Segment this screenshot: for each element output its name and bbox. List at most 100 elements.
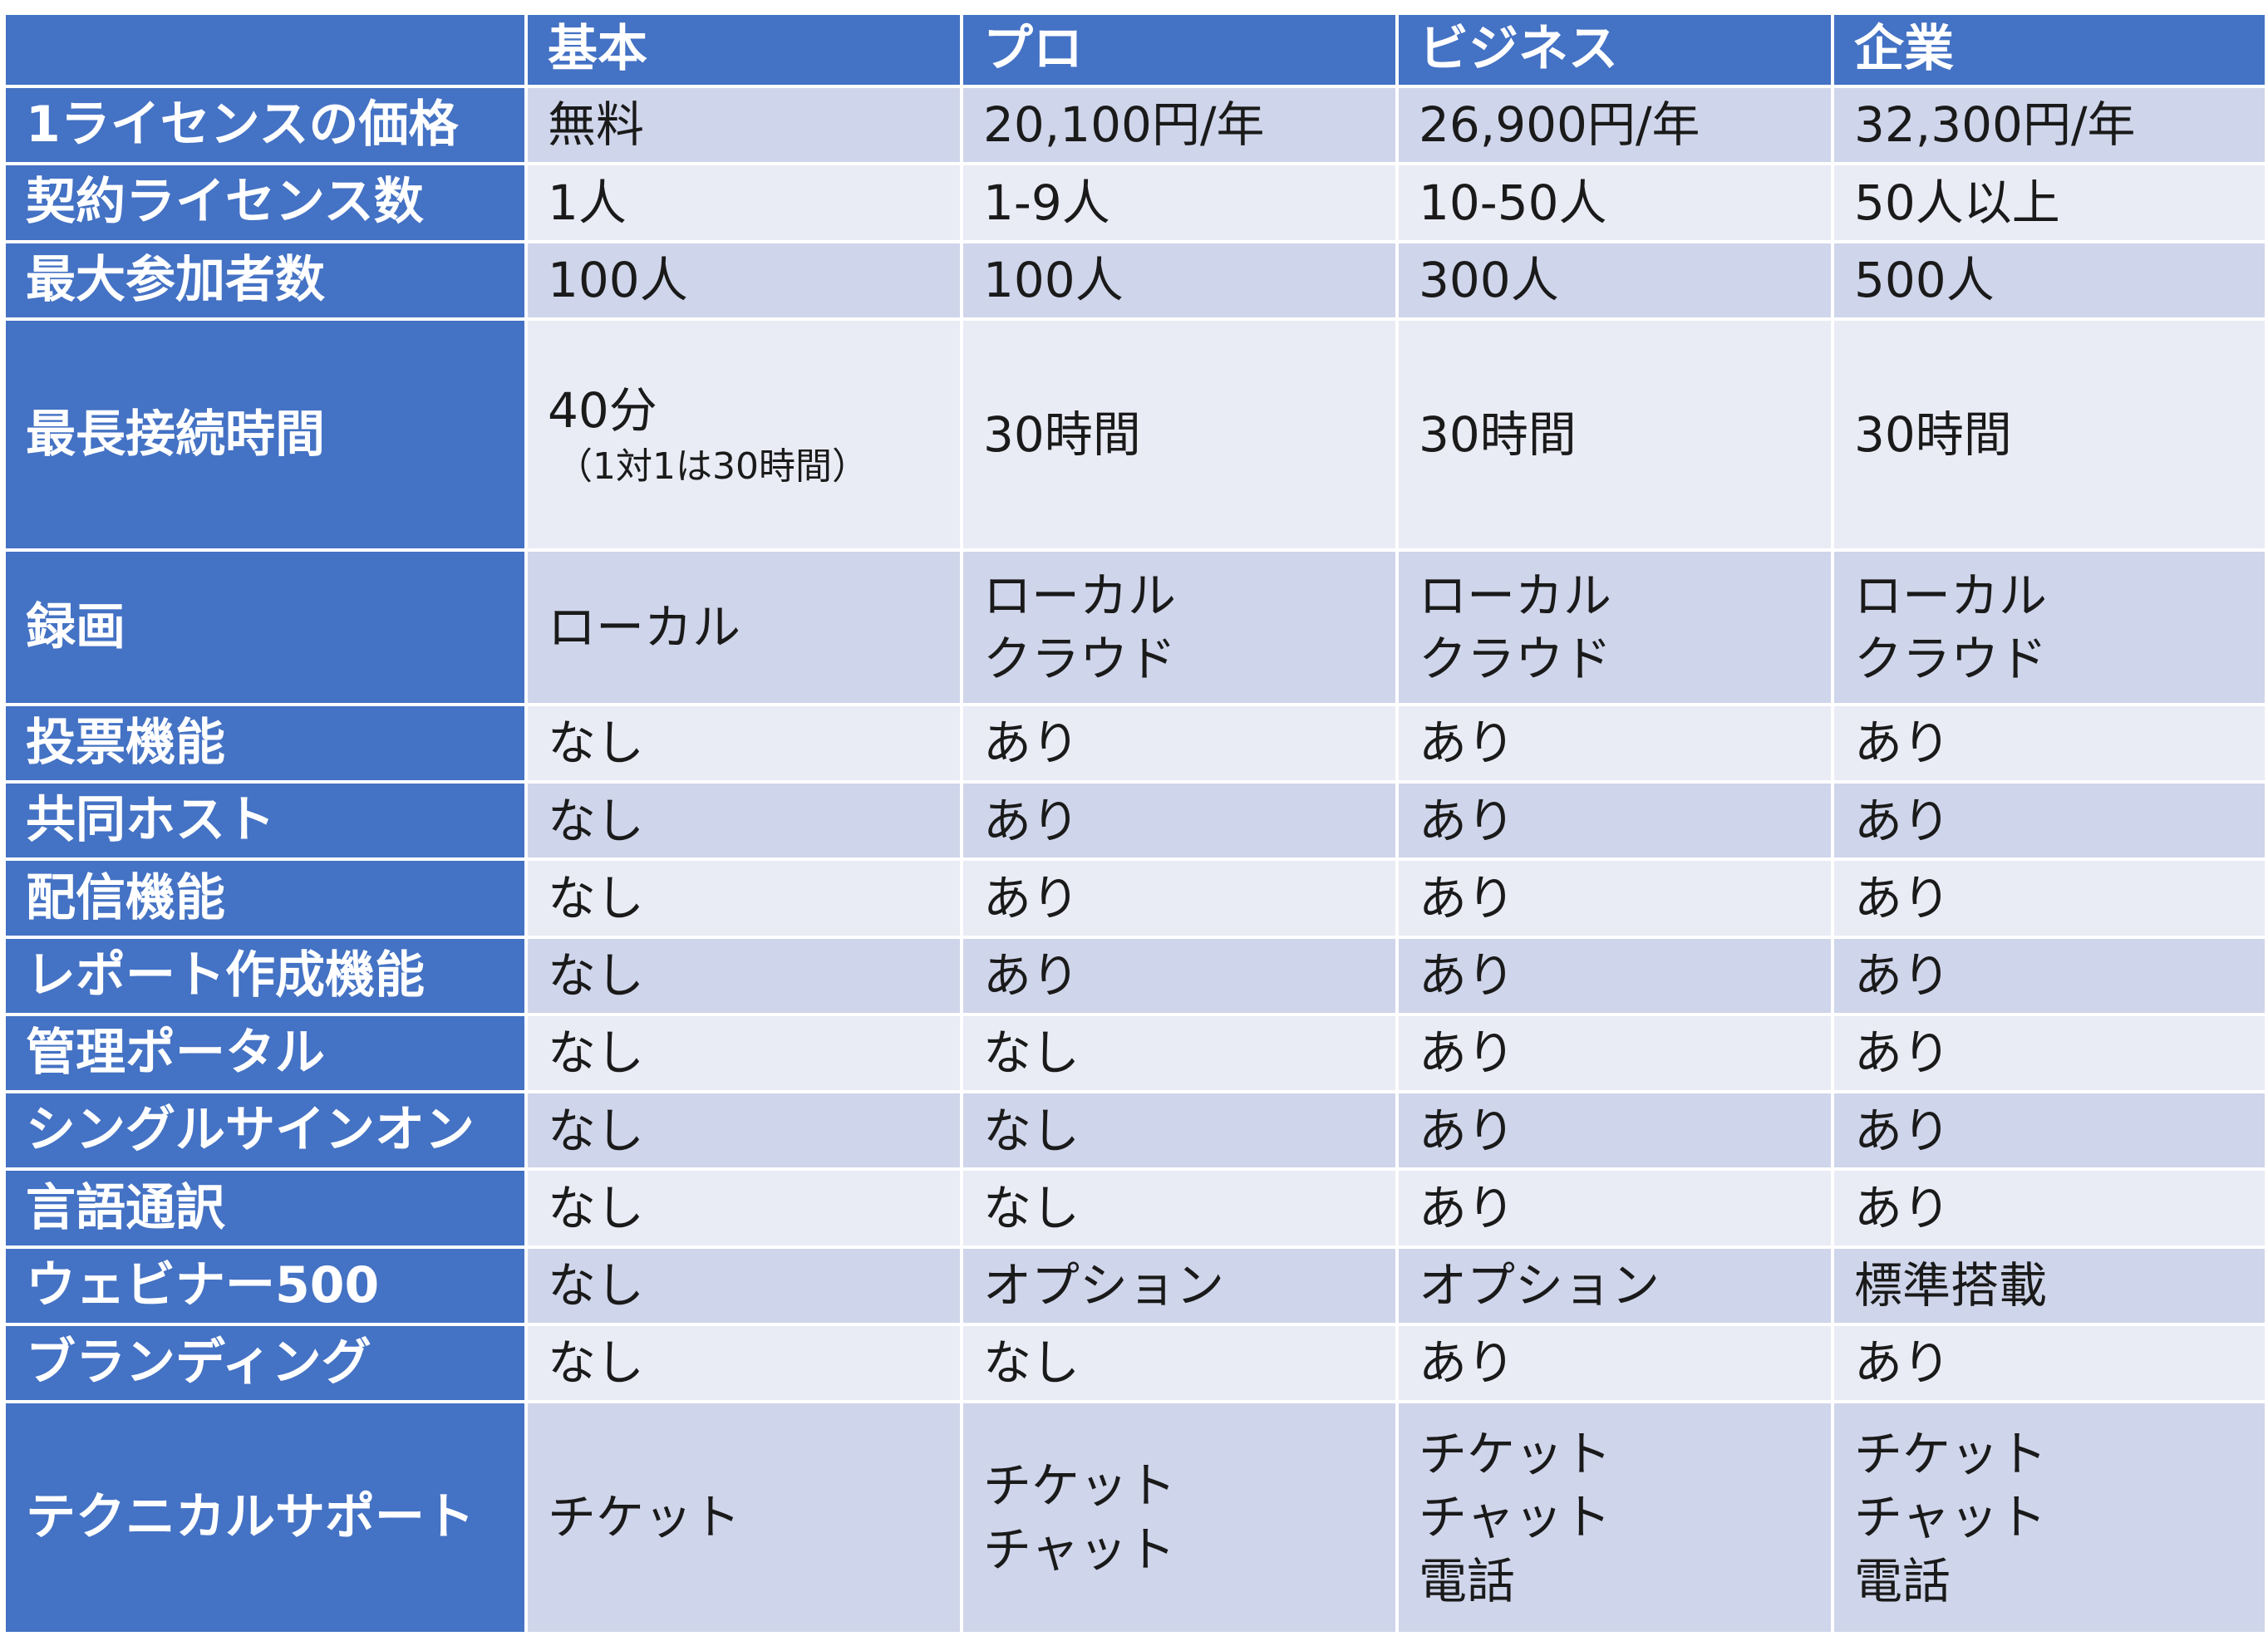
cell-text: チケット bbox=[1419, 1425, 1612, 1482]
cell-text: 40分 bbox=[548, 382, 657, 440]
cell-text: 10-50人 bbox=[1419, 174, 1607, 231]
cell-text: あり bbox=[983, 715, 1080, 772]
table-row: シングルサインオン なし なし あり あり bbox=[2, 1090, 2268, 1172]
row-label: 配信機能 bbox=[2, 857, 528, 939]
cell-basic: なし bbox=[524, 702, 963, 784]
cell-text: 300人 bbox=[1419, 251, 1559, 308]
cell-basic: チケット bbox=[524, 1400, 963, 1635]
cell-business: あり bbox=[1395, 857, 1834, 939]
row-label: 言語通訳 bbox=[2, 1167, 528, 1249]
cell-business: あり bbox=[1395, 1167, 1834, 1249]
cell-text: 100人 bbox=[983, 251, 1124, 308]
table-row: 1ライセンスの価格 無料 20,100円/年 26,900円/年 32,300円/年 bbox=[2, 84, 2268, 166]
cell-pro: チケット チャット bbox=[960, 1400, 1399, 1635]
cell-text: 1-9人 bbox=[983, 174, 1110, 231]
table-row: 最長接続時間 40分 （1対1は30時間） 30時間 30時間 30時間 bbox=[2, 317, 2268, 553]
cell-text: ローカル bbox=[983, 567, 1177, 624]
cell-enterprise: あり bbox=[1831, 780, 2268, 862]
row-label: シングルサインオン bbox=[2, 1090, 528, 1172]
table-row: 契約ライセンス数 1人 1-9人 10-50人 50人以上 bbox=[2, 162, 2268, 243]
row-label: 1ライセンスの価格 bbox=[2, 84, 528, 166]
cell-text: あり bbox=[1854, 1102, 1951, 1159]
row-label: 管理ポータル bbox=[2, 1012, 528, 1094]
cell-enterprise: あり bbox=[1831, 702, 2268, 784]
cell-basic: 40分 （1対1は30時間） bbox=[524, 317, 963, 553]
cell-business: チケット チャット 電話 bbox=[1395, 1400, 1834, 1635]
column-header-business: ビジネス bbox=[1395, 12, 1834, 88]
cell-basic: ローカル bbox=[524, 548, 963, 706]
cell-business: 300人 bbox=[1395, 239, 1834, 321]
cell-text: なし bbox=[983, 1179, 1080, 1236]
cell-basic: なし bbox=[524, 1090, 963, 1172]
cell-text: あり bbox=[1419, 947, 1516, 1005]
cell-text: あり bbox=[1854, 1024, 1951, 1082]
cell-text: あり bbox=[1419, 1179, 1516, 1236]
table-row: 投票機能 なし あり あり あり bbox=[2, 702, 2268, 784]
row-label: ウェビナー500 bbox=[2, 1245, 528, 1326]
cell-text: チケット bbox=[983, 1457, 1177, 1515]
cell-business: ローカル クラウド bbox=[1395, 548, 1834, 706]
cell-text: あり bbox=[983, 947, 1080, 1005]
cell-basic: 100人 bbox=[524, 239, 963, 321]
cell-enterprise: あり bbox=[1831, 935, 2268, 1016]
table-row: 録画 ローカル ローカル クラウド ローカル クラウド ローカル クラウド bbox=[2, 548, 2268, 706]
column-header-enterprise: 企業 bbox=[1831, 12, 2268, 88]
cell-text: クラウド bbox=[1854, 631, 2048, 688]
cell-pro: なし bbox=[960, 1167, 1399, 1249]
cell-pro: なし bbox=[960, 1322, 1399, 1404]
cell-business: あり bbox=[1395, 780, 1834, 862]
row-label: レポート作成機能 bbox=[2, 935, 528, 1016]
row-label: 投票機能 bbox=[2, 702, 528, 784]
cell-text: チケット bbox=[1854, 1425, 2048, 1482]
cell-text: 50人以上 bbox=[1854, 174, 2060, 231]
cell-business: オプション bbox=[1395, 1245, 1834, 1326]
table-row: 共同ホスト なし あり あり あり bbox=[2, 780, 2268, 862]
table-row: 配信機能 なし あり あり あり bbox=[2, 857, 2268, 939]
cell-text: あり bbox=[1854, 1179, 1951, 1236]
cell-enterprise: 標準搭載 bbox=[1831, 1245, 2268, 1326]
cell-text: 30時間 bbox=[1419, 405, 1577, 463]
cell-business: あり bbox=[1395, 1090, 1834, 1172]
cell-pro: ローカル クラウド bbox=[960, 548, 1399, 706]
cell-text: クラウド bbox=[1419, 631, 1612, 688]
cell-text: あり bbox=[1854, 715, 1951, 772]
cell-basic: なし bbox=[524, 780, 963, 862]
cell-pro: 20,100円/年 bbox=[960, 84, 1399, 166]
plan-comparison-table: 基本 プロ ビジネス 企業 1ライセンスの価格 無料 20,100円/年 26,900… bbox=[2, 12, 2268, 1635]
cell-text: なし bbox=[548, 1102, 645, 1159]
table-row: テクニカルサポート チケット チケット チャット チケット チャット 電話 チケット チャット電… bbox=[2, 1400, 2268, 1635]
cell-text: なし bbox=[548, 1334, 645, 1392]
cell-text: 1人 bbox=[548, 174, 627, 231]
cell-text: オプション bbox=[1419, 1257, 1660, 1314]
cell-basic: 1人 bbox=[524, 162, 963, 243]
table-body: 1ライセンスの価格 無料 20,100円/年 26,900円/年 32,300円/年 契約… bbox=[2, 84, 2268, 1635]
cell-text: チャット bbox=[1854, 1489, 2047, 1546]
table-row: ブランディング なし なし あり あり bbox=[2, 1322, 2268, 1404]
cell-text: あり bbox=[1419, 1024, 1516, 1082]
cell-business: 30時間 bbox=[1395, 317, 1834, 553]
column-header-pro: プロ bbox=[960, 12, 1399, 88]
cell-business: 26,900円/年 bbox=[1395, 84, 1834, 166]
cell-basic: なし bbox=[524, 935, 963, 1016]
cell-text: なし bbox=[983, 1024, 1080, 1082]
cell-text: ローカル bbox=[548, 598, 741, 656]
cell-text: 30時間 bbox=[1854, 405, 2012, 463]
cell-text: なし bbox=[548, 715, 645, 772]
cell-text: 無料 bbox=[548, 96, 645, 154]
cell-enterprise: あり bbox=[1831, 1012, 2268, 1094]
table-row: 最大参加者数 100人 100人 300人 500人 bbox=[2, 239, 2268, 321]
cell-basic: なし bbox=[524, 1322, 963, 1404]
header-row: 基本 プロ ビジネス 企業 bbox=[2, 12, 2268, 88]
cell-pro: なし bbox=[960, 1090, 1399, 1172]
cell-text: あり bbox=[1854, 869, 1951, 926]
cell-text: なし bbox=[983, 1102, 1080, 1159]
cell-text: なし bbox=[548, 1257, 645, 1314]
cell-business: あり bbox=[1395, 935, 1834, 1016]
cell-text: チャット bbox=[983, 1521, 1176, 1578]
cell-enterprise: 32,300円/年 bbox=[1831, 84, 2268, 166]
cell-text: 32,300円/年 bbox=[1854, 96, 2136, 154]
cell-text: あり bbox=[1419, 869, 1516, 926]
cell-business: 10-50人 bbox=[1395, 162, 1834, 243]
row-label: 最大参加者数 bbox=[2, 239, 528, 321]
row-label: 録画 bbox=[2, 548, 528, 706]
